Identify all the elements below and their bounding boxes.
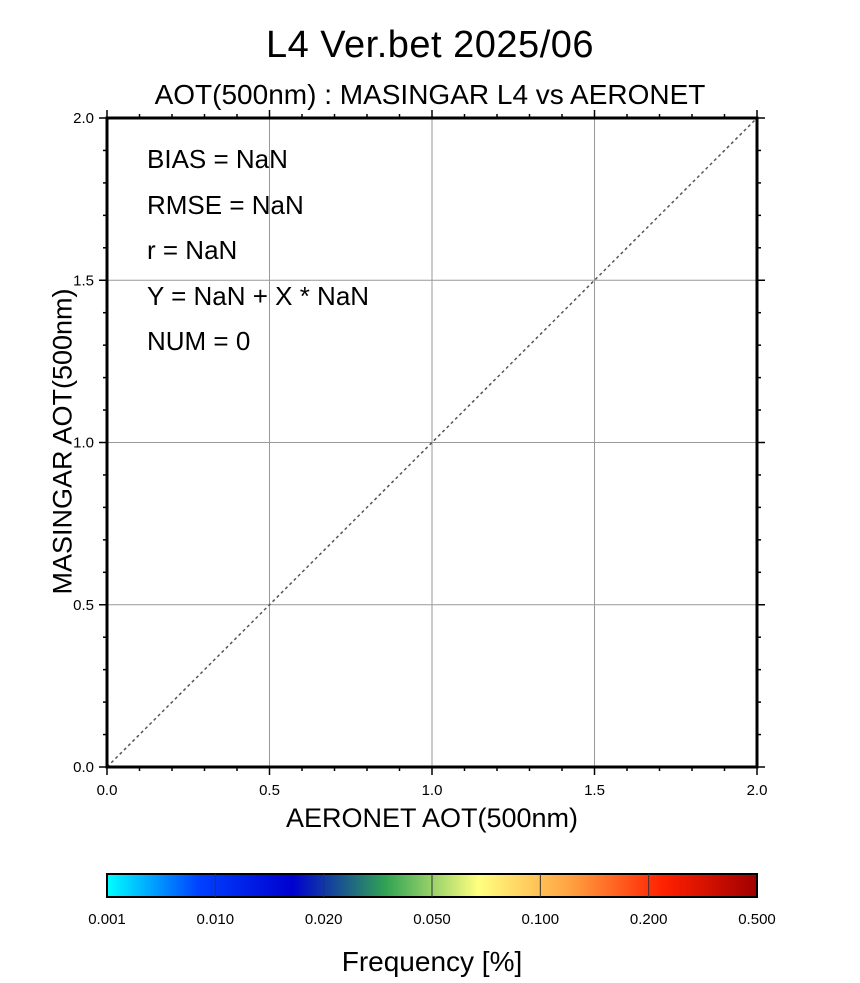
colorbar-tick-label: 0.050 (413, 911, 451, 928)
y-tick-label: 1.5 (73, 272, 94, 289)
y-tick-label: 0.5 (73, 597, 94, 614)
statistic-line: BIAS = NaN (147, 144, 288, 174)
y-axis-label: MASINGAR AOT(500nm) (47, 288, 78, 595)
x-tick-label: 1.0 (422, 782, 443, 799)
y-tick-label: 1.0 (73, 435, 94, 452)
x-tick-label: 1.5 (584, 782, 605, 799)
y-tick-label: 2.0 (73, 110, 94, 127)
colorbar-tick-label: 0.500 (738, 911, 776, 928)
chart-subtitle: AOT(500nm) : MASINGAR L4 vs AERONET (154, 79, 706, 110)
statistic-line: NUM = 0 (147, 326, 251, 356)
x-axis-label: AERONET AOT(500nm) (285, 803, 579, 833)
y-tick-label: 0.0 (73, 759, 94, 776)
colorbar-tick-label: 0.200 (630, 911, 668, 928)
chart-title: L4 Ver.bet 2025/06 (265, 24, 595, 66)
statistic-line: r = NaN (147, 235, 238, 265)
x-tick-label: 0.0 (97, 782, 118, 799)
x-tick-label: 0.5 (259, 782, 280, 799)
statistic-line: RMSE = NaN (147, 189, 304, 220)
colorbar-tick-label: 0.020 (305, 911, 343, 928)
colorbar-tick-label: 0.010 (197, 911, 235, 928)
colorbar-tick-label: 0.100 (522, 911, 560, 928)
colorbar: 0.001 0.010 0.020 0.050 0.100 0.200 0.500 (88, 873, 776, 928)
statistic-line: Y = NaN + X * NaN (147, 280, 370, 311)
axis-ticks: 0.0 0.5 1.0 1.5 2.0 0.0 0.5 1.0 1.5 2.0 (73, 110, 767, 799)
colorbar-label: Frequency [%] (341, 946, 523, 977)
grid-lines (107, 118, 757, 767)
x-tick-label: 2.0 (747, 782, 768, 799)
colorbar-tick-label: 0.001 (88, 911, 126, 928)
